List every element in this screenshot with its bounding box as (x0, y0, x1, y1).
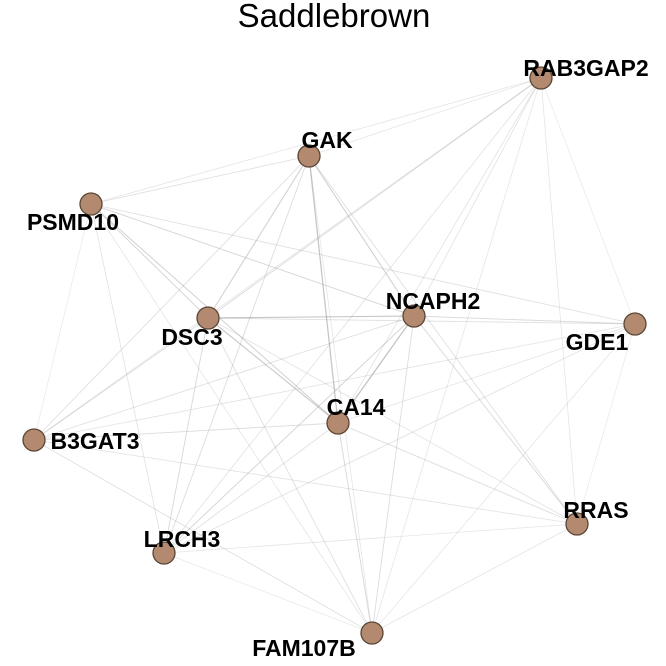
edge-psmd10-b3gat3 (33, 203, 92, 441)
node-label-lrch3: LRCH3 (144, 526, 221, 552)
edge-ncaph2-gde1 (413, 315, 636, 325)
edge-gde1-ca14 (337, 323, 636, 424)
node-label-ncaph2: NCAPH2 (386, 288, 481, 314)
edge-gak-rab3gap2 (308, 77, 542, 157)
edge-ca14-b3gat3 (33, 422, 339, 441)
edge-psmd10-ncaph2 (90, 203, 415, 317)
edge-rab3gap2-lrch3 (163, 77, 542, 554)
edge-psmd10-gde1 (90, 203, 636, 325)
edge-b3gat3-ncaph2 (33, 315, 415, 441)
edge-gak-ca14 (308, 155, 339, 424)
node-ncaph2 (402, 304, 426, 328)
node-rras (565, 512, 589, 536)
node-label-b3gat3: B3GAT3 (50, 428, 139, 454)
edge-lrch3-ca14 (163, 422, 339, 554)
edge-gde1-b3gat3 (33, 323, 636, 441)
node-label-fam107b: FAM107B (252, 635, 356, 661)
edge-ca14-fam107b (337, 422, 373, 634)
edge-dsc3-rab3gap2 (207, 77, 542, 319)
node-b3gat3 (22, 428, 46, 452)
node-rab3gap2 (529, 66, 553, 90)
node-label-gde1: GDE1 (566, 329, 629, 355)
node-dsc3 (196, 306, 220, 330)
edge-lrch3-rras (163, 523, 578, 554)
edge-ncaph2-rras (413, 315, 578, 525)
edge-ca14-rras (337, 422, 578, 525)
edge-rras-fam107b (371, 523, 578, 634)
edge-rab3gap2-ncaph2 (413, 77, 542, 317)
edge-gde1-lrch3 (163, 323, 636, 554)
node-ca14 (326, 411, 350, 435)
edge-b3gat3-rras (33, 439, 578, 525)
node-fam107b (360, 621, 384, 645)
edge-gak-dsc3 (207, 155, 310, 319)
edge-fam107b-gak (308, 155, 373, 634)
nodes-layer (22, 66, 647, 645)
edge-lrch3-fam107b (163, 552, 373, 634)
labels-layer: RAB3GAP2 GAK PSMD10 NCAPH2 DSC3 GDE1 CA14 B3GAT… (27, 55, 649, 661)
edge-rab3gap2-fam107b (371, 77, 542, 634)
node-lrch3 (152, 541, 176, 565)
edge-psmd10-dsc3 (90, 203, 209, 319)
node-label-dsc3: DSC3 (161, 324, 222, 350)
edge-rab3gap2-b3gat3 (33, 77, 542, 441)
edge-gak-rras (308, 155, 578, 525)
edge-gak-lrch3 (163, 155, 310, 554)
edge-fam107b-psmd10 (90, 203, 373, 634)
edges-layer (33, 77, 636, 634)
node-label-rras: RRAS (563, 497, 628, 523)
node-label-psmd10: PSMD10 (27, 209, 119, 235)
edge-rras-dsc3 (207, 317, 578, 525)
edge-psmd10-lrch3 (90, 203, 165, 554)
edge-dsc3-ca14 (207, 317, 339, 424)
edge-rab3gap2-rras (540, 77, 578, 525)
edge-rab3gap2-gde1 (540, 77, 636, 325)
edge-psmd10-rab3gap2 (90, 77, 542, 205)
node-label-rab3gap2: RAB3GAP2 (523, 55, 648, 81)
node-gde1 (623, 312, 647, 336)
node-psmd10 (79, 192, 103, 216)
edge-psmd10-gak (90, 155, 310, 205)
edge-dsc3-fam107b (207, 317, 373, 634)
edge-gde1-rras (576, 323, 636, 525)
edge-gde1-fam107b (371, 323, 636, 634)
edge-rab3gap2-ca14 (337, 77, 542, 424)
edge-dsc3-b3gat3 (33, 317, 209, 441)
diagram-title: Saddlebrown (238, 0, 431, 34)
edge-gak-b3gat3 (33, 155, 310, 441)
node-label-gak: GAK (301, 127, 353, 153)
edge-dsc3-lrch3 (163, 317, 209, 554)
node-label-ca14: CA14 (327, 394, 386, 420)
edge-b3gat3-fam107b (33, 439, 373, 634)
edge-dsc3-ncaph2 (207, 315, 415, 319)
edge-ncaph2-fam107b (371, 315, 415, 634)
node-gak (297, 144, 321, 168)
edge-ncaph2-lrch3 (163, 315, 415, 554)
edge-gak-ncaph2 (308, 155, 415, 317)
edge-ncaph2-ca14 (337, 315, 415, 424)
